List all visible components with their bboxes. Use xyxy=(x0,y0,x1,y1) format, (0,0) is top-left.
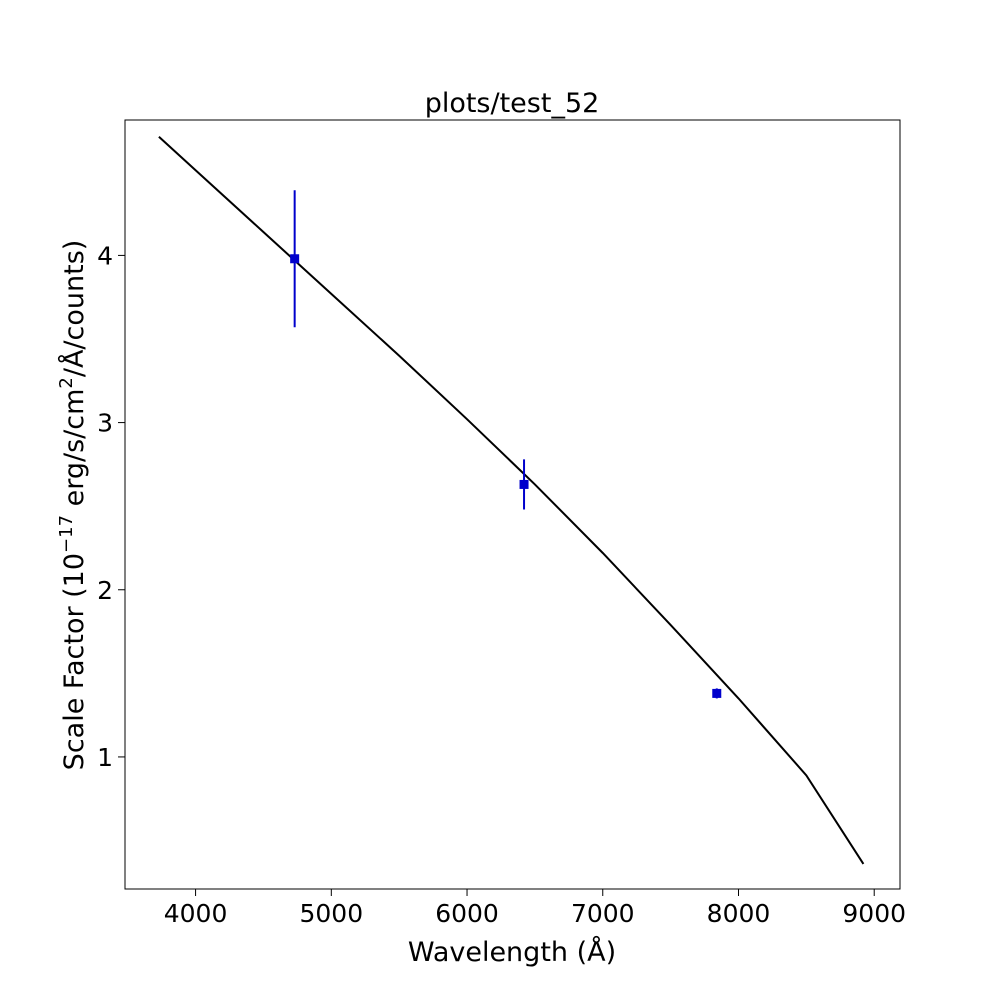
y-axis-label-prefix: Scale Factor (10 xyxy=(59,553,90,770)
fit-curve-line xyxy=(158,135,865,865)
x-tick-label: 7000 xyxy=(571,899,635,928)
y-tick-label: 3 xyxy=(97,409,113,438)
y-axis: 1 2 3 4 xyxy=(97,241,125,772)
plot-frame xyxy=(124,119,901,890)
y-axis-label-sup2: 2 xyxy=(56,377,77,388)
x-tick-label: 9000 xyxy=(842,899,906,928)
x-axis-label: Wavelength (Å) xyxy=(408,936,616,968)
chart-title: plots/test_52 xyxy=(425,88,600,119)
x-axis: 4000 5000 6000 7000 8000 9000 xyxy=(164,889,906,928)
data-point-marker xyxy=(519,479,529,489)
x-tick-label: 4000 xyxy=(164,899,228,928)
x-tick-label: 5000 xyxy=(299,899,363,928)
data-point-marker xyxy=(290,254,300,264)
y-axis-label-exponent: −17 xyxy=(56,515,77,553)
y-axis-label-middle: erg/s/cm xyxy=(59,389,90,515)
data-point-marker xyxy=(712,688,722,698)
x-tick-label: 8000 xyxy=(707,899,771,928)
plot-area xyxy=(124,119,901,890)
y-axis-label-suffix: /Å/counts) xyxy=(58,240,90,377)
y-tick-label: 2 xyxy=(97,576,113,605)
y-axis-label: Scale Factor (10−17 erg/s/cm2/Å/counts) xyxy=(56,240,90,771)
y-tick-label: 1 xyxy=(97,743,113,772)
series-layer xyxy=(158,135,865,865)
y-tick-label: 4 xyxy=(97,241,113,270)
x-tick-label: 6000 xyxy=(435,899,499,928)
